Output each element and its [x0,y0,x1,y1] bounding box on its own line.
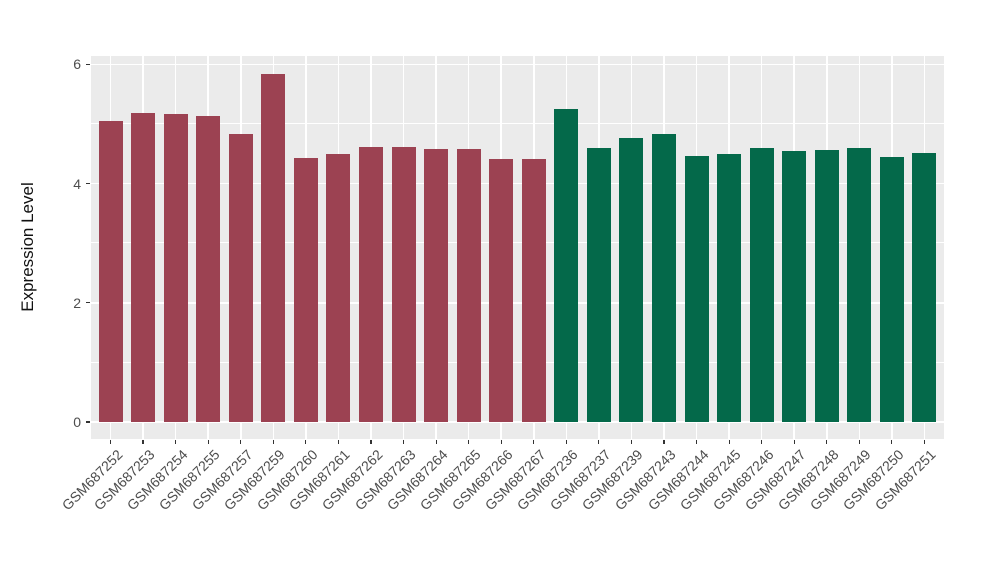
bar-GSM687243 [652,134,676,422]
x-tick-mark-GSM687252 [109,440,112,444]
bar-GSM687246 [749,147,774,422]
x-tick-mark-GSM687249 [858,440,860,444]
x-tick-mark-GSM687250 [891,440,893,444]
x-tick-mark-GSM687248 [826,440,828,444]
y-tick-mark-0 [86,421,90,423]
bar-GSM687237 [586,147,611,422]
x-tick-mark-GSM687247 [793,440,795,444]
bar-GSM687250 [879,156,904,422]
x-tick-mark-GSM687259 [272,440,274,444]
bar-GSM687265 [456,149,481,422]
bar-GSM687248 [814,149,839,422]
x-tick-mark-GSM687264 [435,440,437,444]
y-tick-label-0: 0 [73,414,81,430]
x-tick-mark-GSM687263 [402,440,405,444]
bar-GSM687245 [717,154,742,422]
x-tick-mark-GSM687246 [761,440,763,444]
y-tick-label-6: 6 [73,56,81,73]
x-tick-mark-GSM687253 [142,440,144,444]
plot-panel [91,56,944,439]
y-tick-label-4: 4 [73,175,81,192]
bar-GSM687260 [293,157,318,422]
bar-GSM687236 [554,108,579,422]
x-tick-mark-GSM687260 [305,440,307,444]
bar-GSM687255 [196,116,221,422]
x-tick-mark-GSM687254 [175,440,177,444]
x-tick-mark-GSM687237 [598,440,600,444]
y-tick-mark-2 [86,302,90,304]
minor-gridline-y5 [91,123,944,124]
x-tick-mark-GSM687243 [663,440,665,444]
bar-GSM687249 [847,148,872,422]
x-tick-mark-GSM687239 [630,440,633,444]
x-tick-mark-GSM687262 [370,440,372,444]
y-tick-label-2: 2 [73,294,81,311]
bar-GSM687251 [912,153,937,422]
major-gridline-y4 [91,182,944,185]
y-axis-title: Expression Level [18,182,37,312]
bar-GSM687266 [489,158,514,422]
minor-gridline-y1 [91,361,944,363]
bar-GSM687253 [131,112,156,422]
bar-GSM687254 [163,114,188,422]
x-tick-mark-GSM687261 [337,440,340,444]
x-tick-mark-GSM687236 [565,440,567,444]
bar-GSM687267 [521,159,546,422]
y-tick-mark-6 [86,63,90,65]
x-tick-mark-GSM687267 [533,440,535,444]
x-tick-mark-GSM687251 [923,440,926,444]
x-tick-mark-GSM687265 [468,440,470,444]
bar-GSM687244 [684,155,709,422]
x-tick-mark-GSM687245 [728,440,730,444]
major-gridline-y6 [91,63,944,66]
bar-GSM687264 [424,149,449,422]
bar-GSM687262 [358,147,383,422]
bar-GSM687259 [261,73,286,422]
major-gridline-y2 [91,302,944,304]
bar-GSM687239 [619,138,644,422]
minor-gridline-y3 [91,242,944,244]
bar-GSM687263 [391,147,416,422]
x-tick-mark-GSM687266 [500,440,502,444]
bar-GSM687252 [98,121,123,422]
x-tick-mark-GSM687257 [240,440,242,444]
bar-GSM687247 [782,150,807,422]
major-gridline-y0 [91,421,944,423]
x-tick-mark-GSM687255 [207,440,209,444]
y-tick-mark-4 [86,183,90,185]
x-tick-mark-GSM687244 [695,440,698,444]
bar-GSM687257 [228,133,253,422]
bar-GSM687261 [326,153,351,422]
